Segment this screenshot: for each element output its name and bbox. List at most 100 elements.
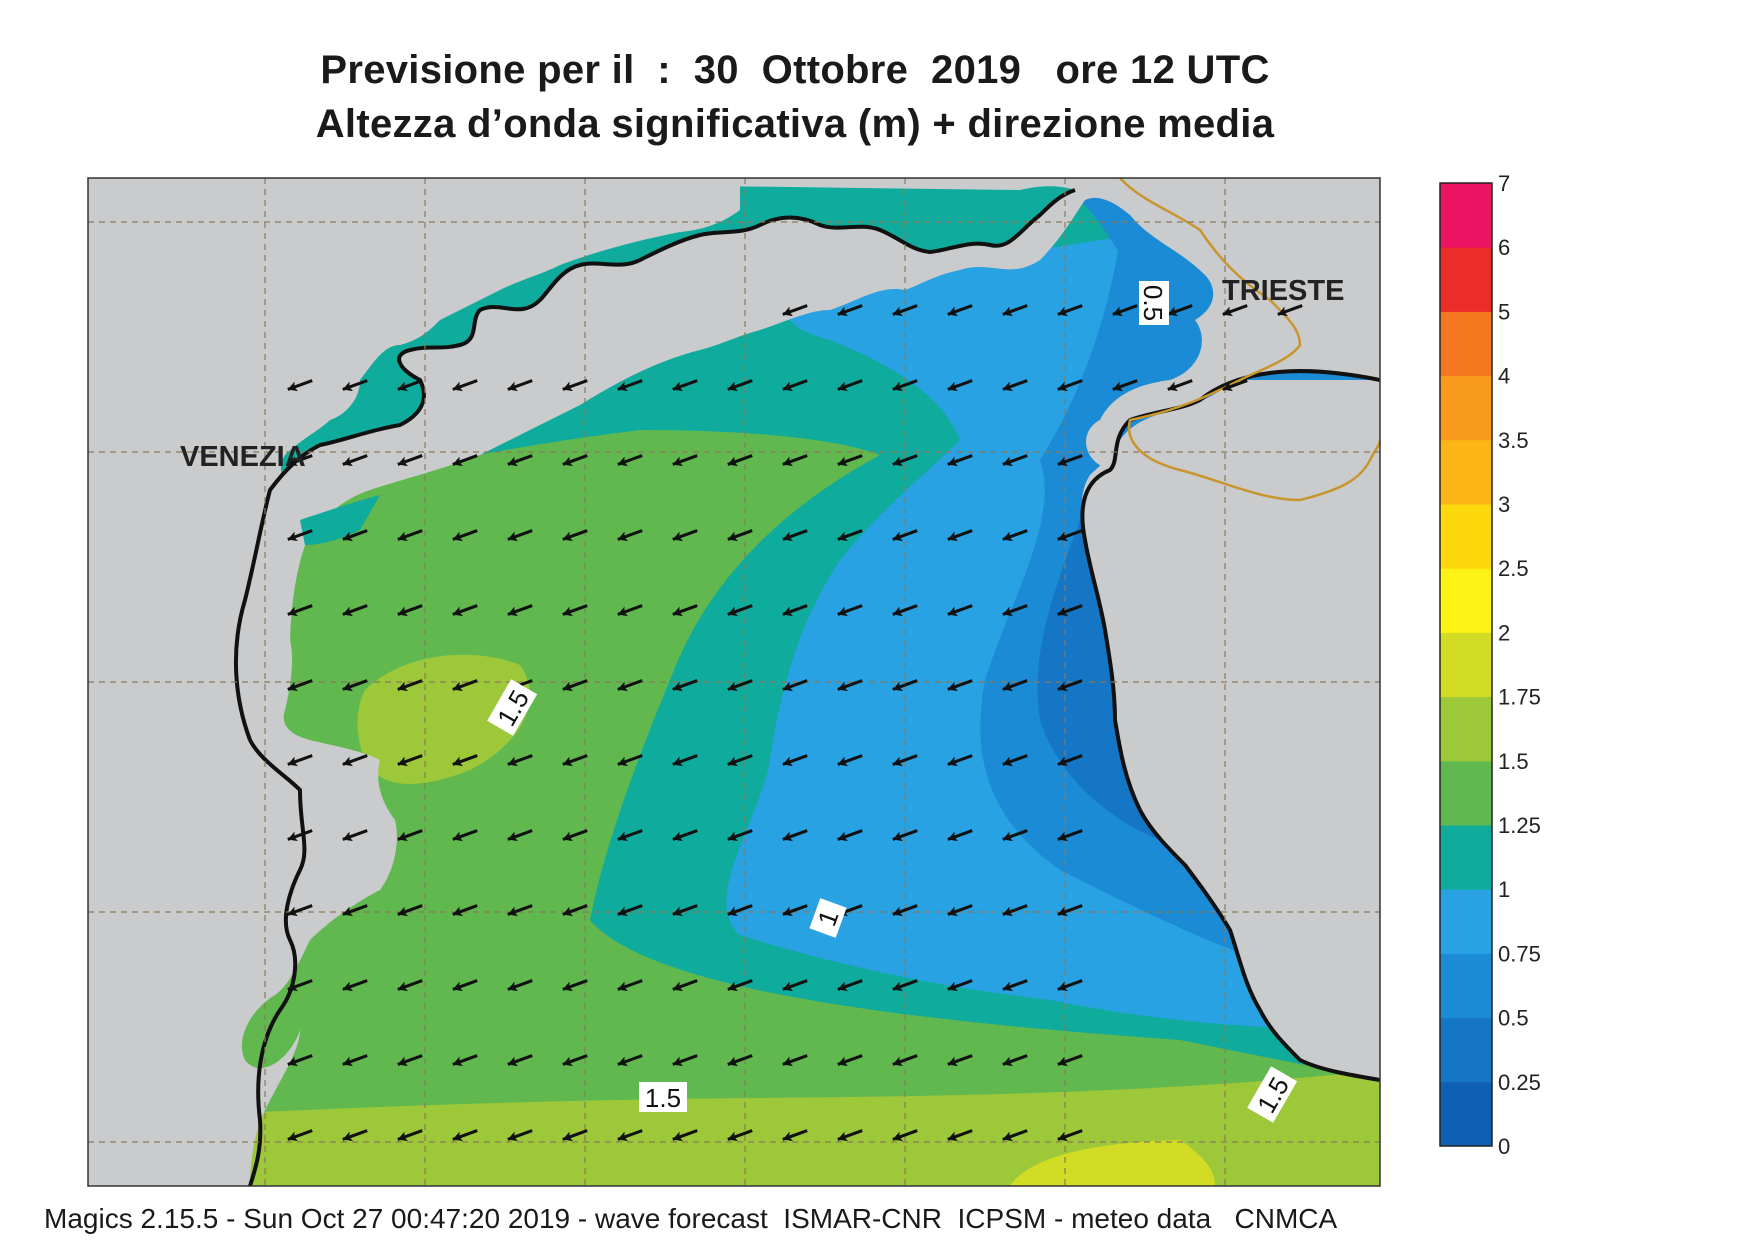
legend-label: 7	[1498, 171, 1510, 196]
wave-arrow	[342, 1129, 368, 1142]
wave-arrow	[947, 529, 973, 542]
wave-arrow	[727, 379, 753, 392]
wave-arrow	[397, 454, 423, 467]
legend-label: 0.5	[1498, 1006, 1529, 1031]
wave-arrow	[727, 604, 753, 617]
wave-arrow	[727, 1129, 753, 1142]
wave-arrow	[892, 529, 918, 542]
wave-arrow	[342, 1054, 368, 1067]
contour-label-0.5: 0.5	[1138, 281, 1169, 325]
map-frame	[87, 177, 1381, 1187]
wave-arrow	[1002, 604, 1028, 617]
wave-arrow	[727, 454, 753, 467]
wave-arrow	[892, 829, 918, 842]
wave-arrow	[507, 1054, 533, 1067]
wave-arrow	[397, 979, 423, 992]
legend-swatch	[1440, 375, 1492, 441]
wave-arrow	[672, 454, 698, 467]
wave-arrow	[287, 1054, 313, 1067]
contour-label-1: 1	[809, 898, 847, 938]
wave-arrow	[672, 754, 698, 767]
wave-arrow	[782, 454, 808, 467]
wave-arrow	[727, 529, 753, 542]
wave-arrow	[617, 1054, 643, 1067]
city-label-trieste: TRIESTE	[1222, 275, 1344, 307]
wave-arrow	[672, 379, 698, 392]
wave-arrow	[1167, 379, 1193, 392]
coastline-west	[248, 739, 307, 1186]
wave-arrow	[837, 604, 863, 617]
wave-arrow	[342, 979, 368, 992]
wave-arrow	[452, 1129, 478, 1142]
wave-arrow	[342, 829, 368, 842]
graticule	[88, 178, 1380, 1186]
wave-arrow	[507, 454, 533, 467]
wave-arrow	[1057, 454, 1083, 467]
wave-arrow	[672, 904, 698, 917]
wave-arrow	[617, 1129, 643, 1142]
wave-arrow	[562, 454, 588, 467]
color-legend: 0 0.25 0.5 0.75 1 1.25 1.5 1.75 2 2.5 3 3.5 4 5 6 7	[1439, 171, 1541, 1159]
wave-arrow	[837, 754, 863, 767]
wave-arrow	[617, 454, 643, 467]
wave-arrow	[397, 829, 423, 842]
wave-arrow	[1057, 754, 1083, 767]
wave-arrow	[1057, 679, 1083, 692]
wave-arrow	[837, 529, 863, 542]
wave-arrow	[1002, 829, 1028, 842]
wave-arrow	[617, 979, 643, 992]
wave-arrow	[947, 304, 973, 317]
svg-text:1.5: 1.5	[645, 1083, 681, 1113]
wave-arrow	[727, 904, 753, 917]
wave-arrow	[287, 904, 313, 917]
wave-arrow	[892, 454, 918, 467]
wave-arrow	[562, 679, 588, 692]
wave-arrow	[1057, 529, 1083, 542]
wave-arrow	[1057, 604, 1083, 617]
wave-arrow	[782, 604, 808, 617]
wave-arrow	[727, 979, 753, 992]
wave-arrow	[507, 604, 533, 617]
legend-swatch	[1440, 632, 1492, 698]
wave-arrow	[562, 979, 588, 992]
legend-label: 1.25	[1498, 813, 1541, 838]
wave-arrow	[947, 379, 973, 392]
wave-arrow	[672, 829, 698, 842]
wave-arrow	[837, 304, 863, 317]
wave-arrow	[947, 604, 973, 617]
wave-arrow	[782, 679, 808, 692]
chart-subtitle: Altezza d’onda significativa (m) + direz…	[315, 102, 1275, 146]
wave-arrow	[1057, 1129, 1083, 1142]
wave-arrow	[1002, 379, 1028, 392]
legend-swatch	[1440, 953, 1492, 1019]
wave-arrow	[507, 829, 533, 842]
legend-label: 3.5	[1498, 428, 1529, 453]
wave-arrow	[617, 829, 643, 842]
legend-label: 5	[1498, 299, 1510, 324]
legend-label: 3	[1498, 492, 1510, 517]
wave-arrow	[287, 679, 313, 692]
wave-arrow	[672, 529, 698, 542]
wave-arrow	[397, 679, 423, 692]
wave-arrow	[287, 529, 313, 542]
wave-arrow	[1167, 304, 1193, 317]
wave-arrow	[507, 1129, 533, 1142]
wave-arrow	[452, 904, 478, 917]
wave-arrow	[562, 604, 588, 617]
wave-arrow	[452, 979, 478, 992]
legend-label: 1.75	[1498, 685, 1541, 710]
wave-arrow	[397, 904, 423, 917]
wave-arrow	[1222, 304, 1248, 317]
wave-arrow	[562, 754, 588, 767]
wave-direction-arrows	[287, 304, 1303, 1142]
wave-arrow	[837, 379, 863, 392]
wave-arrow	[892, 979, 918, 992]
wave-arrow	[287, 979, 313, 992]
legend-swatch	[1440, 183, 1492, 248]
wave-arrow	[947, 679, 973, 692]
wave-arrow	[287, 604, 313, 617]
wave-arrow	[672, 679, 698, 692]
wave-zone-1.75	[1010, 1140, 1215, 1186]
wave-arrow	[1112, 379, 1138, 392]
